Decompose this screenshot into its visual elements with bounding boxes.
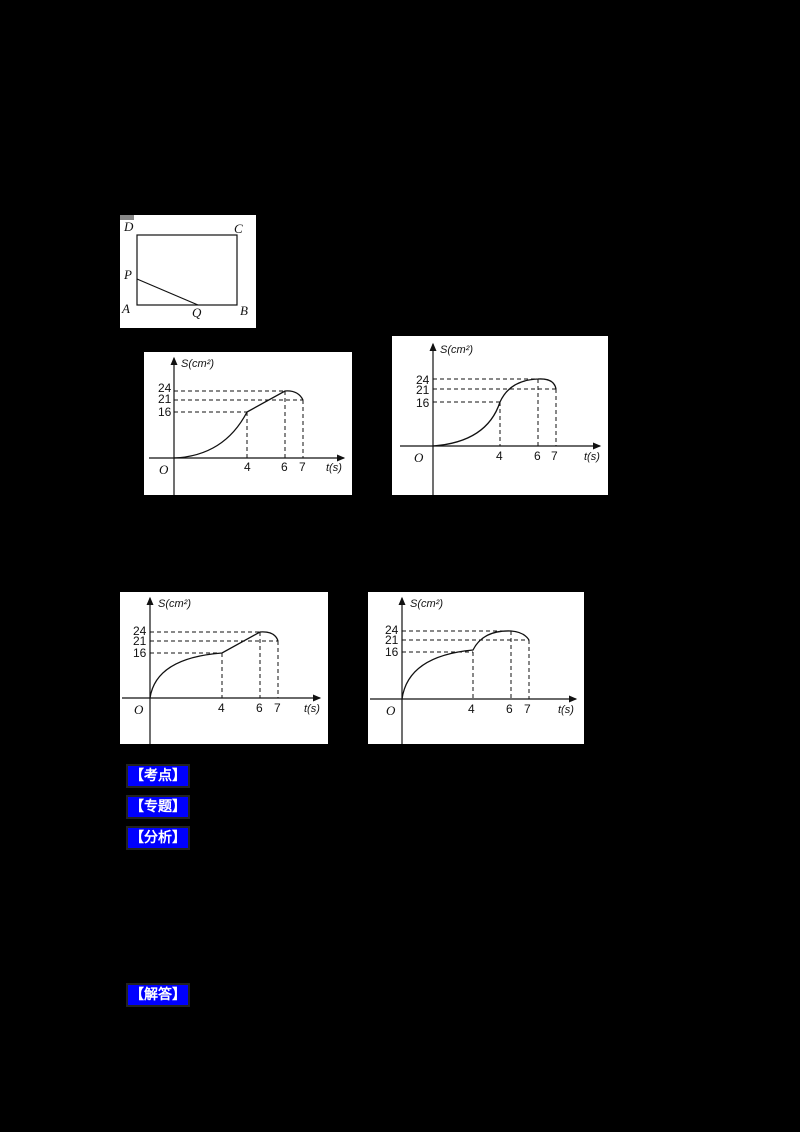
graph-option-a: S(cm²) t(s) O 24 21 16 4 6 7 <box>144 352 352 495</box>
x-tick-4: 4 <box>218 701 225 715</box>
x-tick-6: 6 <box>281 460 288 474</box>
curve-c <box>149 631 279 699</box>
origin-label: O <box>386 703 396 718</box>
graph-option-d: S(cm²) t(s) O 24 21 16 4 6 7 <box>368 592 584 744</box>
tag-fenxi: 【分析】 <box>128 828 188 848</box>
vertex-p-label: P <box>123 267 132 282</box>
origin-label: O <box>159 462 169 477</box>
x-axis-label: t(s) <box>304 703 320 715</box>
x-tick-6: 6 <box>256 701 263 715</box>
rectangle-diagram: D C P A Q B <box>120 215 248 320</box>
x-tick-7: 7 <box>299 460 306 474</box>
y-axis-label: S(cm²) <box>158 598 191 610</box>
curve-d <box>401 630 530 700</box>
vertex-d-label: D <box>123 219 134 234</box>
y-tick-21: 21 <box>158 392 172 406</box>
tag-zhuanti: 【专题】 <box>128 797 188 817</box>
y-tick-21: 21 <box>133 634 147 648</box>
y-tick-16: 16 <box>133 646 147 660</box>
vertex-a-label: A <box>121 301 130 316</box>
y-axis-label: S(cm²) <box>181 358 214 370</box>
y-tick-21: 21 <box>416 383 430 397</box>
tag-kaodian: 【考点】 <box>128 766 188 786</box>
graph-option-c: S(cm²) t(s) O 24 21 16 4 6 7 <box>120 592 328 744</box>
x-axis-label: t(s) <box>584 451 600 463</box>
y-tick-16: 16 <box>416 396 430 410</box>
x-tick-4: 4 <box>244 460 251 474</box>
origin-label: O <box>414 450 424 465</box>
y-tick-24: 24 <box>133 624 147 638</box>
y-tick-21: 21 <box>385 633 399 647</box>
x-tick-4: 4 <box>468 702 475 716</box>
x-tick-7: 7 <box>551 449 558 463</box>
y-tick-16: 16 <box>385 645 399 659</box>
curve-b <box>432 378 557 447</box>
x-axis-label: t(s) <box>326 462 342 474</box>
vertex-b-label: B <box>240 303 248 318</box>
graph-option-b: S(cm²) t(s) O 24 21 16 4 6 7 <box>392 336 608 495</box>
y-tick-16: 16 <box>158 405 172 419</box>
curve-a <box>173 390 304 459</box>
tag-jieda: 【解答】 <box>128 985 188 1005</box>
x-axis-label: t(s) <box>558 704 574 716</box>
vertex-q-label: Q <box>192 305 202 320</box>
y-tick-24: 24 <box>385 623 399 637</box>
y-tick-24: 24 <box>416 373 430 387</box>
x-tick-4: 4 <box>496 449 503 463</box>
y-tick-24: 24 <box>158 381 172 395</box>
y-axis-label: S(cm²) <box>410 598 443 610</box>
rectangle-figure: D C P A Q B <box>120 215 256 328</box>
y-axis-label: S(cm²) <box>440 344 473 356</box>
x-tick-6: 6 <box>506 702 513 716</box>
x-tick-7: 7 <box>274 701 281 715</box>
vertex-c-label: C <box>234 221 243 236</box>
origin-label: O <box>134 702 144 717</box>
x-tick-6: 6 <box>534 449 541 463</box>
x-tick-7: 7 <box>524 702 531 716</box>
